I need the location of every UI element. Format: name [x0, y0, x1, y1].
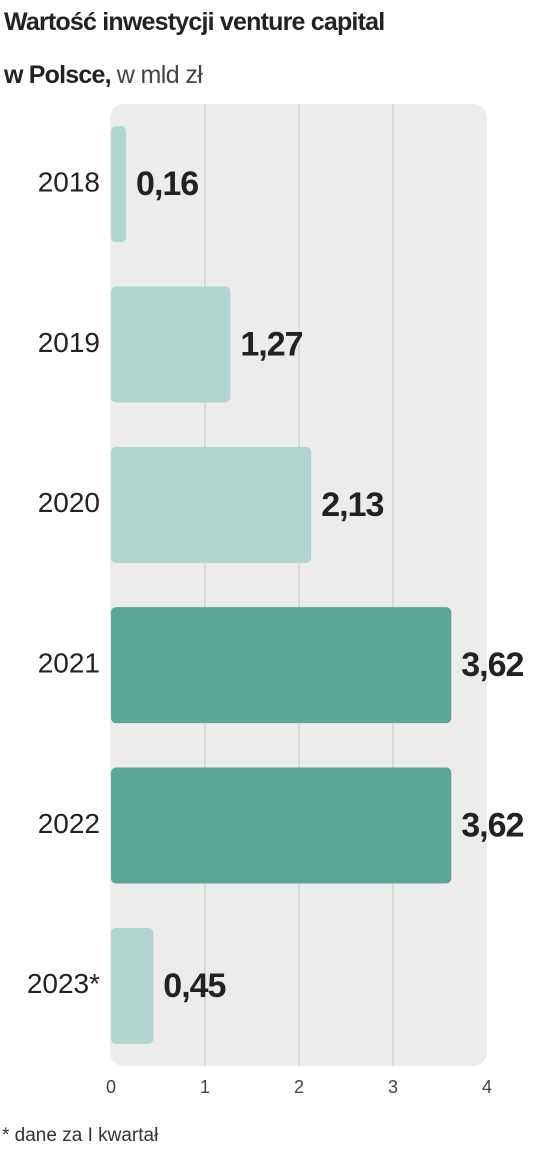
- y-tick-label: 2019: [38, 327, 100, 358]
- y-tick-label: 2020: [38, 487, 100, 518]
- x-tick-label: 3: [388, 1077, 398, 1097]
- value-label: 3,62: [461, 646, 523, 684]
- chart-subtitle: w mld zł: [116, 61, 204, 89]
- bar: [111, 607, 452, 724]
- bar: [111, 446, 312, 563]
- x-tick-label: 4: [482, 1077, 492, 1097]
- chart-title: w Polsce,: [3, 61, 111, 89]
- value-label: 1,27: [240, 325, 302, 363]
- value-label: 2,13: [321, 486, 383, 524]
- chart-title: Wartość inwestycji venture capital: [4, 8, 384, 36]
- y-tick-label: 2018: [38, 167, 100, 198]
- y-tick-label: 2021: [38, 648, 100, 679]
- x-tick-label: 1: [200, 1077, 210, 1097]
- x-tick-label: 2: [294, 1077, 304, 1097]
- value-label: 3,62: [461, 806, 523, 844]
- value-label: 0,16: [136, 165, 198, 203]
- chart-title-line: w Polsce, w mld zł: [3, 61, 203, 89]
- bar: [111, 286, 231, 403]
- bar: [111, 126, 127, 243]
- y-tick-label: 2022: [38, 808, 100, 839]
- footnote: * dane za I kwartał: [2, 1125, 159, 1146]
- bar: [111, 767, 452, 884]
- value-label: 0,45: [163, 967, 225, 1005]
- x-tick-label: 0: [106, 1077, 116, 1097]
- bar: [111, 927, 154, 1044]
- y-tick-label: 2023*: [27, 968, 100, 999]
